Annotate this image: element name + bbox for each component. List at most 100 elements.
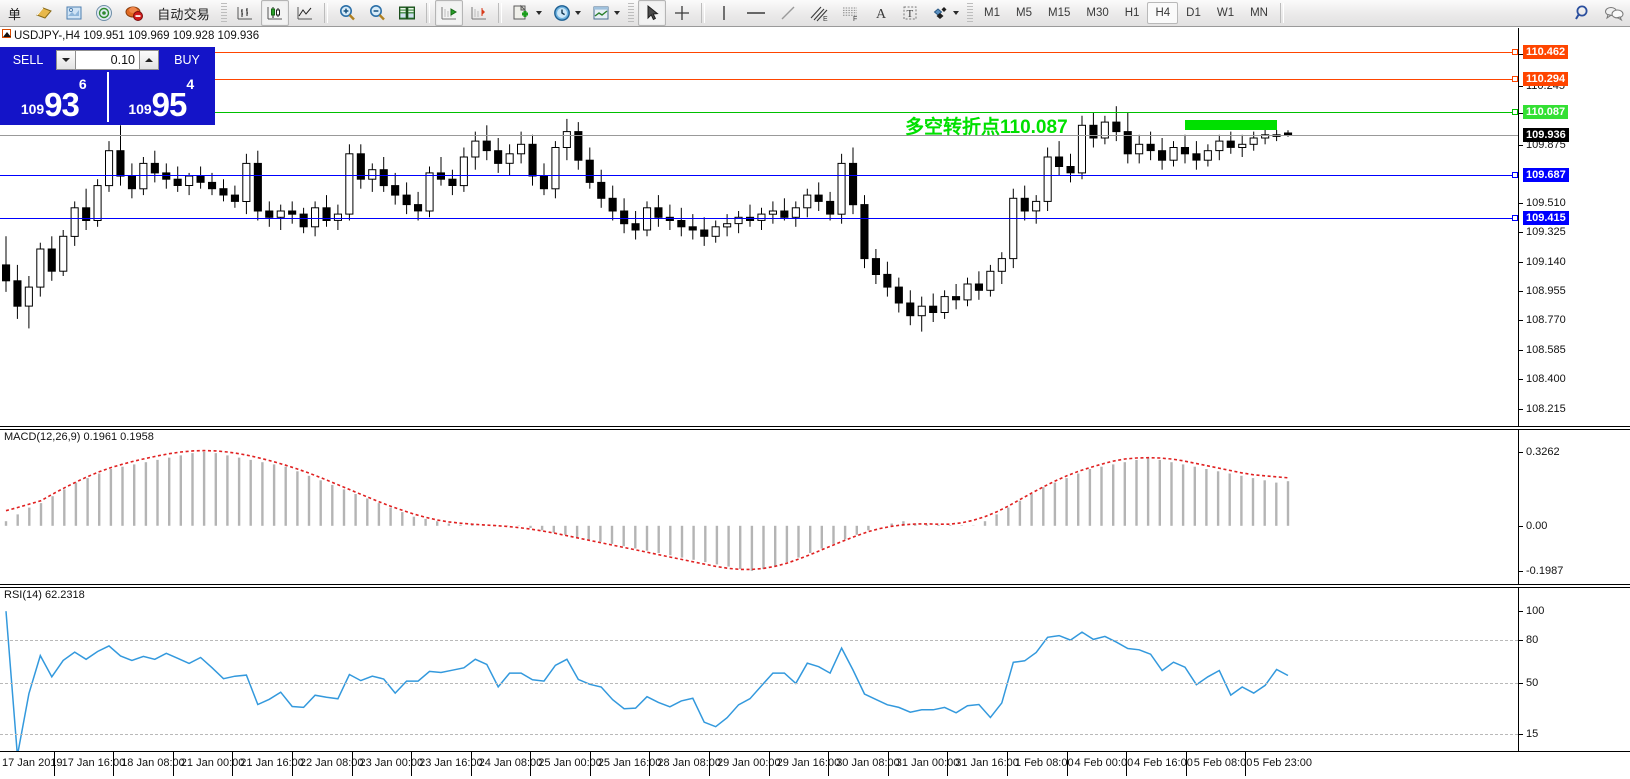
trendline-icon[interactable] — [774, 0, 802, 26]
time-axis-label: 31 Jan 16:00 — [955, 757, 1019, 769]
macd-pane[interactable] — [0, 430, 1518, 584]
candlestick-chart-icon[interactable] — [261, 0, 290, 26]
templates-icon[interactable] — [587, 0, 624, 26]
chart-area[interactable]: USDJPY-,H4 109.951 109.969 109.928 109.9… — [0, 28, 1630, 779]
tab-timeframe-m5[interactable]: M5 — [1016, 7, 1032, 19]
bar-chart-icon[interactable] — [231, 0, 259, 26]
navigator-icon[interactable] — [90, 0, 118, 26]
auto-trading-label[interactable]: 自动交易 — [157, 6, 211, 22]
buy-price[interactable]: 109 95 4 — [106, 72, 215, 122]
volume-stepper[interactable]: 0.10 — [56, 50, 159, 70]
tile-windows-icon[interactable] — [393, 0, 421, 26]
level-line-5[interactable] — [0, 218, 1518, 220]
chevron-down-icon-4[interactable] — [953, 11, 960, 15]
price-label-support-5[interactable]: 109.415 — [1523, 211, 1569, 226]
objects-icon[interactable] — [926, 0, 963, 26]
rsi-pane[interactable] — [0, 588, 1518, 751]
order-icon[interactable] — [30, 0, 58, 26]
sell-button[interactable]: SELL — [12, 53, 44, 67]
chevron-down-icon-2[interactable] — [575, 11, 582, 15]
text-label-icon[interactable]: T — [896, 0, 924, 26]
chevron-down-icon-3[interactable] — [614, 11, 621, 15]
level-handle-5[interactable] — [1512, 215, 1518, 222]
data-window-icon[interactable] — [60, 0, 88, 26]
price-tick — [1518, 203, 1523, 204]
level-handle-1[interactable] — [1512, 75, 1518, 82]
zoom-out-icon[interactable] — [363, 0, 391, 26]
chart-expand-arrow-icon[interactable] — [3, 32, 11, 37]
macd-scale[interactable]: 0.3262 0.00 -0.1987 — [1518, 430, 1630, 584]
time-axis-separator — [172, 752, 174, 776]
price-label-pivot-2[interactable]: 110.087 — [1523, 104, 1569, 119]
time-axis-separator — [649, 752, 651, 776]
annotation-rectangle[interactable] — [1185, 120, 1277, 130]
line-chart-icon[interactable] — [291, 0, 319, 26]
price-label-support-4[interactable]: 109.687 — [1523, 167, 1569, 182]
price-tick — [1518, 53, 1523, 55]
tab-timeframe-m15[interactable]: M15 — [1047, 7, 1071, 19]
vertical-line-icon[interactable] — [710, 0, 738, 26]
pane-separator-3 — [0, 751, 1630, 752]
level-line-4[interactable] — [0, 174, 1518, 176]
tab-timeframe-m1[interactable]: M1 — [984, 7, 1000, 19]
rsi-scale[interactable]: 100 80 50 15 — [1518, 588, 1630, 751]
chart-shift-icon[interactable] — [465, 0, 493, 26]
level-handle-4[interactable] — [1512, 171, 1518, 178]
tab-timeframe-m30[interactable]: M30 — [1086, 7, 1109, 19]
buy-button[interactable]: BUY — [174, 53, 200, 67]
tab-timeframe-h1[interactable]: H1 — [1124, 7, 1140, 19]
price-scale[interactable]: 110.450110.245110.080109.875109.510109.3… — [1518, 28, 1630, 426]
volume-dropdown-button[interactable] — [56, 50, 76, 70]
tab-timeframe-w1[interactable]: W1 — [1216, 7, 1235, 19]
text-icon[interactable]: A — [868, 0, 894, 26]
svg-text:F: F — [853, 16, 857, 23]
level-handle-2[interactable] — [1512, 108, 1518, 115]
time-axis-label: 29 Jan 16:00 — [776, 757, 841, 769]
level-handle-0[interactable] — [1512, 49, 1518, 55]
level-line-3[interactable] — [0, 135, 1518, 137]
one-click-top-row: SELL 0.10 BUY — [1, 48, 214, 72]
price-label-resistance-0[interactable]: 110.462 — [1523, 45, 1569, 59]
toolbar-grip[interactable] — [221, 3, 228, 23]
one-click-trading-panel[interactable]: SELL 0.10 BUY 109 93 6 109 95 4 — [0, 47, 215, 125]
tab-timeframe-h4[interactable]: H4 — [1147, 2, 1179, 24]
auto-scroll-icon[interactable] — [435, 0, 464, 26]
crosshair-icon[interactable] — [668, 0, 696, 26]
chevron-down-icon[interactable] — [536, 11, 543, 15]
sell-price[interactable]: 109 93 6 — [1, 72, 107, 122]
toolbar-grip-2[interactable] — [628, 3, 635, 23]
toolbar-separator-2 — [426, 3, 431, 23]
fibonacci-icon[interactable]: F — [836, 0, 866, 26]
zoom-in-icon[interactable] — [333, 0, 361, 26]
indicators-icon[interactable] — [507, 0, 546, 26]
level-line-0[interactable] — [0, 52, 1518, 53]
time-axis-separator — [1006, 752, 1008, 776]
horizontal-line-icon[interactable] — [740, 0, 772, 26]
time-axis-label: 23 Jan 00:00 — [359, 757, 424, 769]
time-axis-label: 5 Feb 23:00 — [1253, 757, 1313, 769]
price-tick — [1518, 261, 1523, 263]
auto-trading-icon[interactable] — [120, 0, 148, 26]
price-label-last-3[interactable]: 109.936 — [1523, 128, 1569, 143]
periods-icon[interactable] — [548, 0, 585, 26]
pane-separator-2[interactable] — [0, 584, 1630, 585]
pane-separator-1[interactable] — [0, 426, 1630, 427]
tab-timeframe-mn[interactable]: MN — [1250, 7, 1268, 19]
toolbar-text-order[interactable]: 单 — [8, 6, 22, 22]
time-axis[interactable]: 17 Jan 2019 17 Jan 16:00 18 Jan 08:00 21 Ja… — [0, 752, 1630, 776]
rsi-tick-label: 15 — [1526, 727, 1539, 740]
volume-input[interactable]: 0.10 — [76, 50, 139, 70]
toolbar-grip-3[interactable] — [967, 3, 974, 23]
cursor-icon[interactable] — [638, 0, 667, 26]
chat-icon[interactable] — [1599, 0, 1629, 26]
toolbar-separator-4 — [701, 3, 706, 23]
level-line-1[interactable] — [0, 78, 1518, 80]
level-line-2[interactable] — [0, 111, 1518, 113]
time-axis-separator — [589, 752, 591, 776]
search-icon[interactable] — [1569, 0, 1597, 26]
volume-increase-button[interactable] — [139, 50, 159, 70]
price-pane[interactable] — [0, 28, 1518, 426]
tab-timeframe-d1[interactable]: D1 — [1186, 7, 1201, 19]
equidistant-channel-icon[interactable]: E — [804, 0, 834, 26]
price-label-resistance-1[interactable]: 110.294 — [1523, 71, 1569, 86]
